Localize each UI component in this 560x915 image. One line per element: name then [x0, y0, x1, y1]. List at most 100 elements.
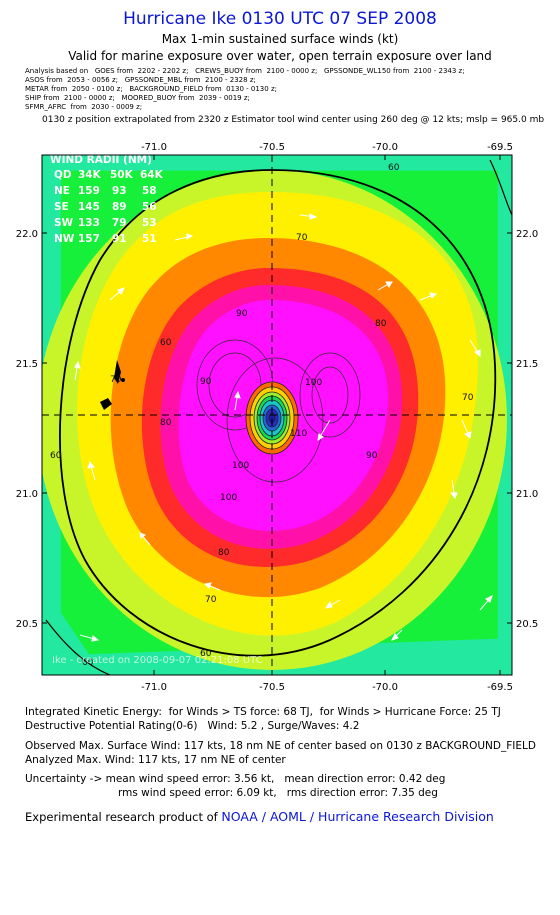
y-tick-label-left: 22.0 [16, 229, 38, 240]
y-tick-label-right: 21.0 [516, 489, 538, 500]
contour-label: 100 [220, 493, 237, 503]
contour-30kt-sw [45, 619, 111, 675]
contour-label: 90 [200, 377, 212, 387]
wind-field-map: WIND RADII (NM) QD 34K 50K 64K NE 159 93… [16, 142, 539, 693]
contour-label: 80 [375, 319, 387, 329]
wind-arrow [234, 390, 241, 411]
contour-label: 60 [160, 338, 172, 348]
wind-arrow [109, 287, 125, 301]
wind-arrow [479, 595, 493, 611]
wind-radii-quadrant: SE [54, 201, 69, 213]
wind-arrow [299, 213, 318, 220]
wind-radii-header-50k: 50K [110, 169, 134, 181]
y-tick-label-right: 22.0 [516, 229, 538, 240]
dpr-line: Destructive Potential Rating(0-6) Wind: … [25, 720, 360, 732]
wind-arrow [377, 281, 393, 291]
contour-label: 110 [290, 429, 307, 439]
wind-arrow [87, 460, 96, 481]
analyzed-max-line: Analyzed Max. Wind: 117 kts, 17 nm NE of… [25, 754, 286, 766]
credit-prefix: Experimental research product of [25, 810, 218, 824]
contour-label: 60 [82, 658, 94, 668]
analysis-line: METAR from 2050 - 0100 z; BACKGROUND_FIE… [25, 85, 277, 93]
contour-label: 60 [388, 163, 400, 173]
observed-max-line: Observed Max. Surface Wind: 117 kts, 18 … [25, 740, 536, 752]
x-tick-label-bottom: -70.5 [259, 682, 285, 693]
uncertainty-line: Uncertainty -> mean wind speed error: 3.… [25, 773, 446, 785]
analysis-line: SFMR_AFRC from 2030 - 0009 z; [25, 103, 143, 111]
wind-radii-value: 91 [112, 233, 127, 245]
contour-label: 70 [296, 233, 308, 243]
contour-label: 90 [366, 451, 378, 461]
wind-radii-value: 53 [142, 217, 157, 229]
wind-radii-quadrant: NE [54, 185, 70, 197]
y-tick-label-right: 21.5 [516, 359, 538, 370]
wind-arrow [469, 339, 481, 358]
wind-radii-header-qd: QD [54, 169, 72, 181]
wind-radii-value: 159 [78, 185, 100, 197]
y-tick-label-right: 20.5 [516, 619, 538, 630]
contour-label: 60 [50, 451, 62, 461]
wind-radii-quadrant: SW [54, 217, 74, 229]
x-tick-label-top: -69.5 [487, 142, 513, 153]
wind-radii-header-64k: 64K [140, 169, 164, 181]
wind-arrow [419, 292, 438, 301]
wind-radii-value: 56 [142, 201, 157, 213]
x-tick-label-top: -71.0 [141, 142, 167, 153]
subtitle-line-1: Max 1-min sustained surface winds (kt) [161, 32, 399, 46]
wind-arrow [461, 419, 472, 439]
contour-label: 70 [205, 595, 217, 605]
wind-vectors [74, 213, 493, 642]
analysis-line: SHIP from 2100 - 0000 z; MOORED_BUOY fro… [25, 94, 250, 102]
page-title: Hurricane Ike 0130 UTC 07 SEP 2008 [123, 9, 437, 29]
x-tick-label-bottom: -69.5 [487, 682, 513, 693]
wind-radii-value: 58 [142, 185, 157, 197]
contour-label: 70 [462, 393, 474, 403]
x-tick-label-top: -70.5 [259, 142, 285, 153]
wind-arrow [449, 479, 458, 499]
wind-arrow [79, 634, 100, 642]
plot-frame [41, 154, 513, 676]
contour-30kt-ne [489, 159, 512, 216]
contour-label: 100 [305, 378, 322, 388]
contour-34kt [59, 169, 497, 657]
wind-radii-value: 51 [142, 233, 157, 245]
y-tick-label-left: 21.0 [16, 489, 38, 500]
credit-line: Experimental research product of NOAA / … [25, 809, 494, 824]
wind-arrow [174, 233, 194, 241]
subtitle-line-2: Valid for marine exposure over water, op… [68, 49, 492, 63]
y-tick-label-left: 21.5 [16, 359, 38, 370]
wind-arrow [391, 629, 403, 641]
analysis-line: ASOS from 2053 - 0056 z; GPSSONDE_MBL fr… [25, 76, 256, 84]
wind-radii-table: WIND RADII (NM) QD 34K 50K 64K NE 159 93… [50, 155, 164, 245]
wind-arrow [324, 599, 341, 609]
wind-radii-value: 157 [78, 233, 100, 245]
wind-arrow [139, 532, 151, 546]
wind-radii-value: 133 [78, 217, 100, 229]
contour-label: 90 [236, 309, 248, 319]
contour-label: 100 [232, 461, 249, 471]
x-tick-label-top: -70.0 [372, 142, 398, 153]
wind-radii-quadrant: NW [54, 233, 75, 245]
credit-link[interactable]: NOAA / AOML / Hurricane Research Divisio… [221, 809, 494, 824]
island-outline [100, 360, 125, 410]
wind-radii-header-34k: 34K [78, 169, 102, 181]
contour-label: 70 [110, 375, 122, 385]
wind-radii-value: 89 [112, 201, 127, 213]
wind-radii-value: 145 [78, 201, 100, 213]
wind-arrow [317, 419, 331, 441]
contour-label: 80 [218, 548, 230, 558]
contour-label: 80 [160, 418, 172, 428]
y-tick-label-left: 20.5 [16, 619, 38, 630]
rms-line: rms wind speed error: 6.09 kt, rms direc… [118, 787, 438, 799]
created-stamp: Ike - created on 2008-09-07 02:21:08 UTC [52, 655, 263, 666]
wind-radii-value: 93 [112, 185, 127, 197]
analysis-line: Analysis based on GOES from 2202 - 2202 … [25, 67, 465, 75]
contour-label: 60 [200, 649, 212, 659]
ike-line: Integrated Kinetic Energy: for Winds > T… [25, 706, 501, 718]
x-tick-label-bottom: -71.0 [141, 682, 167, 693]
position-note: 0130 z position extrapolated from 2320 z… [42, 115, 545, 125]
tick-marks [42, 155, 512, 675]
wind-arrow [203, 582, 221, 591]
wind-radii-value: 79 [112, 217, 127, 229]
wind-arrow [74, 360, 81, 381]
